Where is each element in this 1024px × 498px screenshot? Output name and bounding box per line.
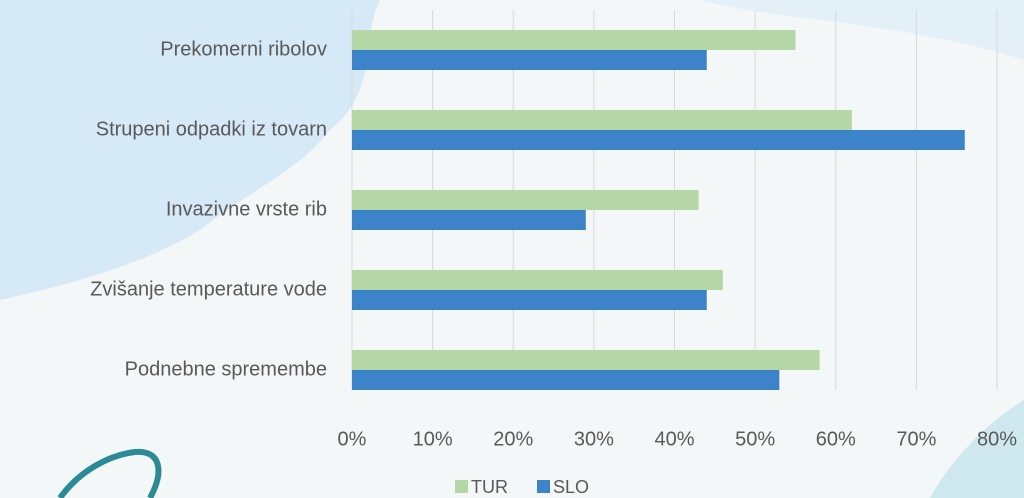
bar	[352, 50, 707, 70]
x-tick-label: 0%	[338, 428, 367, 450]
x-tick-label: 30%	[574, 428, 614, 450]
y-tick-label: Zvišanje temperature vode	[90, 278, 327, 300]
map-water	[930, 400, 1024, 498]
bar	[352, 30, 796, 50]
bar	[352, 350, 820, 370]
bar	[352, 370, 780, 390]
x-tick-label: 80%	[977, 428, 1017, 450]
bar	[352, 190, 699, 210]
x-tick-label: 60%	[816, 428, 856, 450]
y-tick-label: Podnebne spremembe	[125, 358, 327, 380]
bar	[352, 130, 965, 150]
x-tick-label: 40%	[654, 428, 694, 450]
x-tick-label: 10%	[413, 428, 453, 450]
legend-swatch	[537, 480, 550, 493]
x-tick-label: 50%	[735, 428, 775, 450]
bar	[352, 110, 852, 130]
legend-label: TUR	[471, 477, 508, 497]
bar	[352, 290, 707, 310]
bar	[352, 270, 723, 290]
map-water	[0, 0, 380, 300]
y-tick-label: Prekomerni ribolov	[160, 38, 327, 60]
legend-swatch	[455, 480, 468, 493]
legend-label: SLO	[553, 477, 589, 497]
x-tick-label: 20%	[493, 428, 533, 450]
map-water	[700, 0, 1024, 60]
x-tick-label: 70%	[896, 428, 936, 450]
decoration	[57, 448, 162, 498]
y-tick-label: Strupeni odpadki iz tovarn	[96, 118, 327, 140]
y-tick-label: Invazivne vrste rib	[166, 198, 327, 220]
bar	[352, 210, 586, 230]
